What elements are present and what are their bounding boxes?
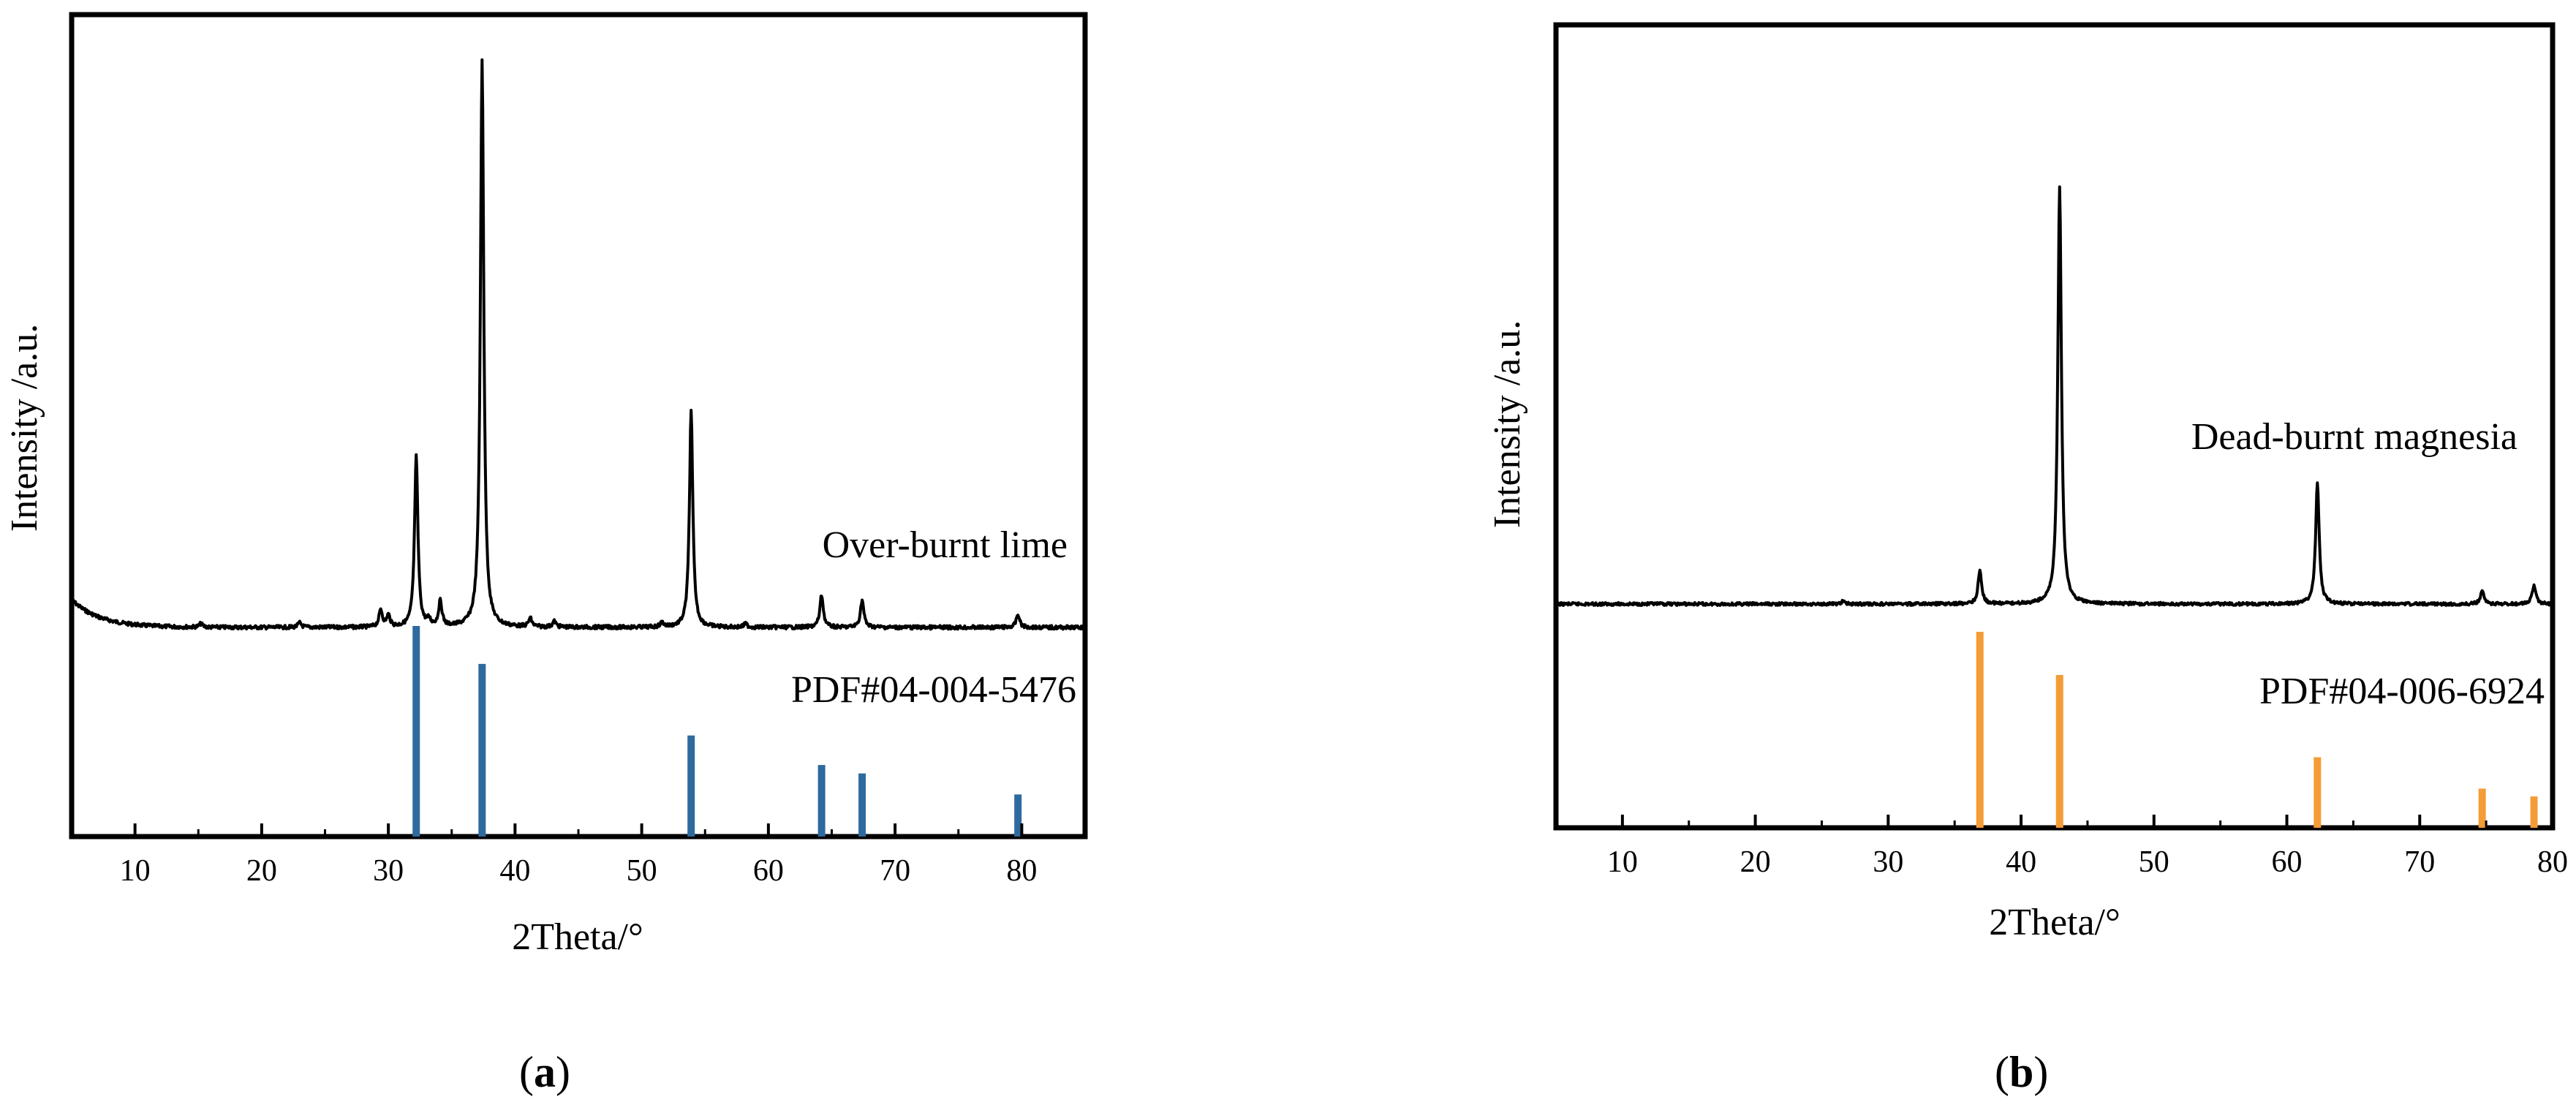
- x-axis-label-b: 2Theta/°: [1989, 902, 2120, 943]
- y-axis-label-b: Intensity /a.u.: [1487, 320, 1528, 529]
- x-tick-label: 80: [2537, 845, 2568, 879]
- x-tick-label: 60: [2272, 845, 2303, 879]
- y-axis-label-a: Intensity /a.u.: [4, 324, 45, 532]
- plot-frame-b: [1553, 22, 2556, 831]
- x-tick-label: 80: [1006, 854, 1037, 888]
- x-tick-label: 40: [499, 854, 530, 888]
- x-tick-label: 10: [1607, 845, 1638, 879]
- panel-caption-b: (b): [1995, 1048, 2049, 1096]
- xrd-pattern-b: [1555, 185, 2554, 607]
- x-tick-label: 20: [1740, 845, 1771, 879]
- panel-caption-a: (a): [519, 1048, 570, 1096]
- reference-label-a: PDF#04-004-5476: [791, 669, 1076, 711]
- reference-label-b: PDF#04-006-6924: [2259, 671, 2545, 712]
- panel-a: 10 20 30 40 50 60 70 80 Over-burnt lime PDF#04-…: [4, 12, 1088, 958]
- plot-frame-a: [69, 12, 1088, 840]
- x-tick-label: 20: [246, 854, 277, 888]
- x-axis-label-a: 2Theta/°: [512, 916, 643, 958]
- x-tick-label: 30: [373, 854, 404, 888]
- reference-lines-a: [412, 626, 1022, 837]
- x-tick-label: 70: [880, 854, 910, 888]
- x-tick-label: 50: [2139, 845, 2169, 879]
- x-axis-ticks-b: 10 20 30 40 50 60 70 80: [1555, 815, 2568, 879]
- sample-label-a: Over-burnt lime: [823, 524, 1068, 566]
- reference-lines-b: [1976, 632, 2538, 828]
- x-tick-label: 40: [2006, 845, 2036, 879]
- x-tick-label: 60: [753, 854, 784, 888]
- panel-b: 10 20 30 40 50 60 70 80 Dead-burnt magnesia PDF…: [1487, 22, 2568, 943]
- sample-label-b: Dead-burnt magnesia: [2191, 416, 2518, 458]
- xrd-pattern-a: [70, 58, 1087, 631]
- x-tick-label: 10: [120, 854, 151, 888]
- x-axis-ticks-a: 10 20 30 40 50 60 70 80: [70, 823, 1087, 888]
- x-tick-label: 30: [1873, 845, 1903, 879]
- x-tick-label: 70: [2404, 845, 2435, 879]
- x-tick-label: 50: [627, 854, 657, 888]
